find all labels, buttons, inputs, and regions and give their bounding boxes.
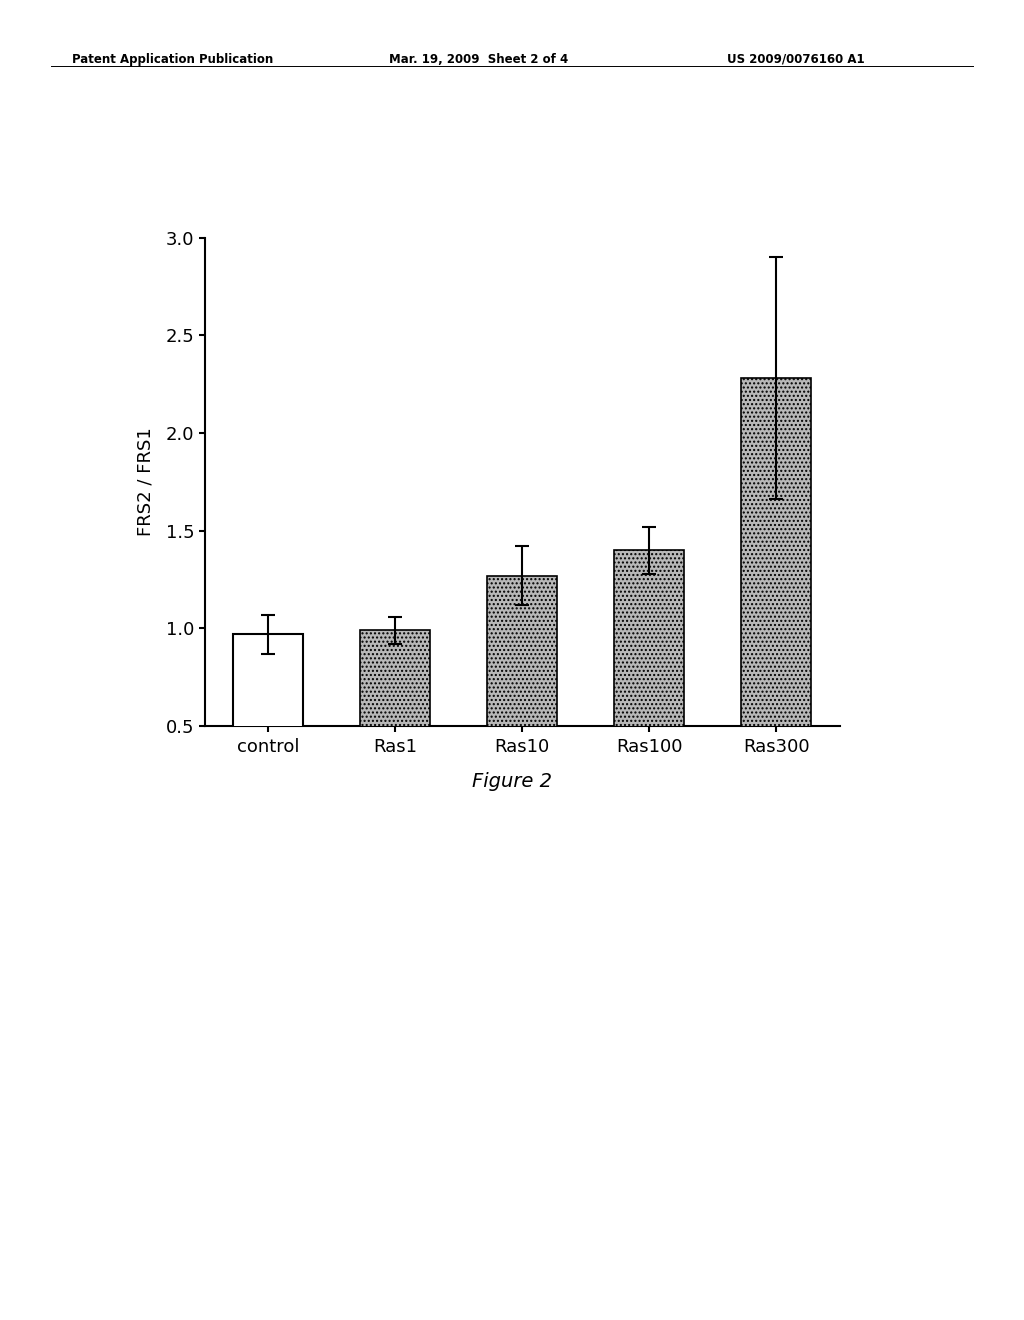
Bar: [614, 550, 684, 824]
Text: Patent Application Publication: Patent Application Publication: [72, 53, 273, 66]
Y-axis label: FRS2 / FRS1: FRS2 / FRS1: [136, 428, 155, 536]
Text: Figure 2: Figure 2: [472, 772, 552, 791]
Text: US 2009/0076160 A1: US 2009/0076160 A1: [727, 53, 864, 66]
Bar: [741, 379, 811, 824]
Text: Mar. 19, 2009  Sheet 2 of 4: Mar. 19, 2009 Sheet 2 of 4: [389, 53, 568, 66]
Bar: [487, 576, 557, 824]
Bar: [233, 634, 303, 824]
Bar: [360, 630, 430, 824]
